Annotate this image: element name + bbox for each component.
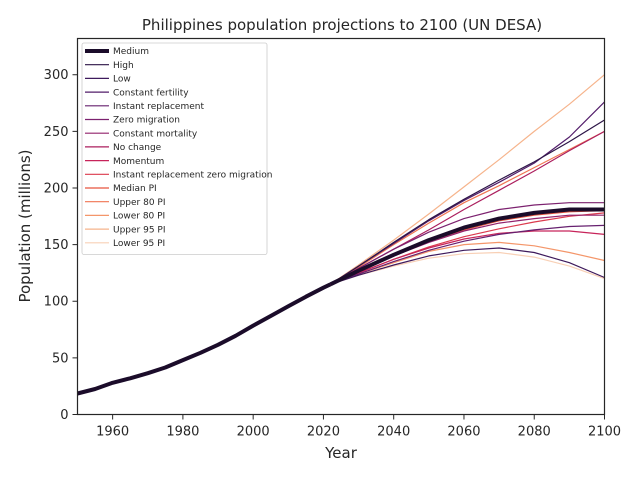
- x-tick-label: 2060: [447, 425, 480, 440]
- legend: Medium High Low Constant fertility Instant r…: [81, 42, 272, 255]
- legend-label: Upper 80 PI: [113, 198, 166, 208]
- y-tick-label: 150: [44, 238, 69, 253]
- x-tick-label: 2020: [307, 425, 340, 440]
- series-lines: [77, 74, 605, 396]
- series-line: [329, 207, 605, 287]
- series-line: [330, 130, 605, 285]
- x-tick-label: 1960: [96, 425, 129, 440]
- y-tick-label: 200: [44, 181, 69, 196]
- legend-label: Medium: [113, 47, 149, 57]
- legend-label: Lower 95 PI: [113, 239, 165, 249]
- legend-box: [81, 42, 268, 255]
- series-line: [330, 202, 605, 285]
- legend-label: Upper 95 PI: [113, 225, 166, 235]
- series-line: [330, 224, 605, 285]
- legend-label: No change: [113, 143, 162, 153]
- legend-label: Lower 80 PI: [113, 212, 165, 222]
- series-line: [330, 119, 605, 285]
- x-tick-label: 2000: [237, 425, 270, 440]
- y-axis-label: Population (millions): [16, 149, 34, 302]
- series-line: [330, 210, 605, 285]
- y-tick-label: 250: [44, 125, 69, 140]
- y-tick-label: 100: [44, 295, 69, 310]
- legend-label: Constant mortality: [113, 129, 198, 139]
- x-axis-label: Year: [324, 444, 358, 462]
- chart-title: Philippines population projections to 21…: [142, 16, 542, 34]
- legend-label: Zero migration: [113, 116, 180, 126]
- y-tick-label: 50: [52, 351, 69, 366]
- x-tick-label: 2080: [518, 425, 551, 440]
- legend-label: Momentum: [113, 157, 164, 167]
- y-tick-label: 300: [44, 68, 69, 83]
- series-line: [330, 74, 605, 285]
- legend-label: Instant replacement zero migration: [113, 171, 272, 181]
- y-tick-label: 0: [60, 408, 68, 423]
- ticks: 1960 1980 2000 2020 2040 2060 2080 2100 0 50 100 15…: [44, 68, 621, 439]
- x-tick-label: 1980: [166, 425, 199, 440]
- x-tick-label: 2100: [588, 425, 621, 440]
- legend-label: Instant replacement: [113, 102, 204, 112]
- legend-label: Median PI: [113, 184, 157, 194]
- series-line: [330, 212, 605, 285]
- plot-frame: [76, 37, 606, 416]
- series-line: [330, 247, 605, 285]
- legend-label: Low: [113, 75, 131, 85]
- legend-label: Constant fertility: [113, 88, 189, 98]
- historical-line: [77, 282, 332, 396]
- legend-label: High: [113, 61, 134, 71]
- series-line: [330, 230, 605, 285]
- x-tick-label: 2040: [377, 425, 410, 440]
